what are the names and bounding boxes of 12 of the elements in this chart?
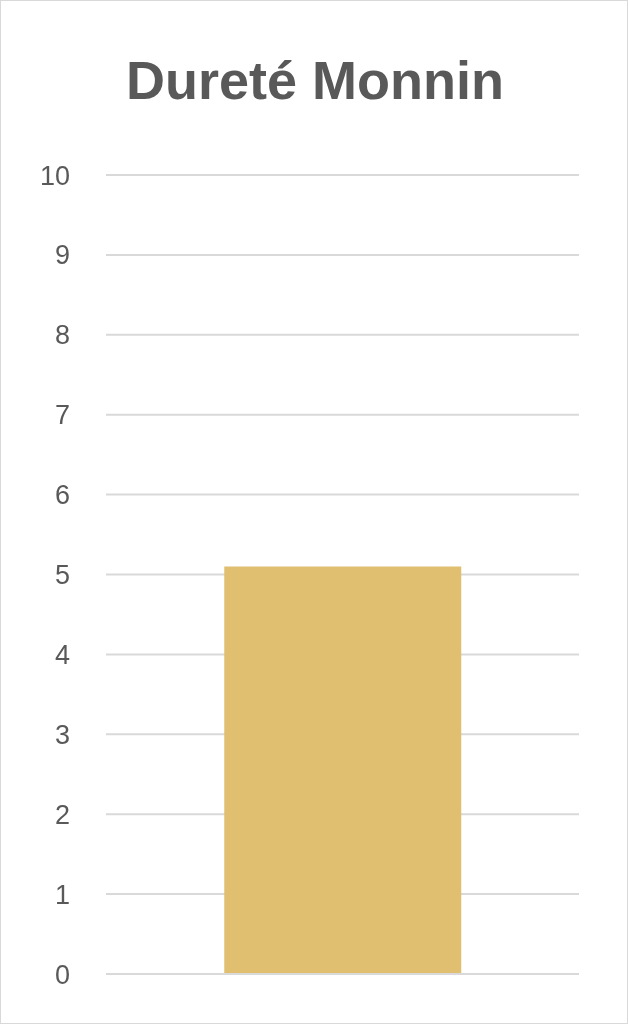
y-tick-label: 0 (54, 959, 70, 990)
y-tick-label: 2 (54, 799, 70, 830)
y-tick-label: 5 (54, 560, 70, 591)
y-tick-label: 4 (54, 639, 70, 670)
chart-title: Dureté Monnin (125, 49, 505, 111)
y-tick-label: 10 (39, 160, 70, 191)
y-tick-label: 1 (54, 879, 70, 910)
y-tick-label: 8 (54, 320, 70, 351)
y-tick-label: 9 (54, 240, 70, 271)
y-tick-label: 7 (54, 400, 70, 431)
y-tick-label: 3 (54, 719, 70, 750)
y-tick-label: 6 (54, 480, 70, 511)
